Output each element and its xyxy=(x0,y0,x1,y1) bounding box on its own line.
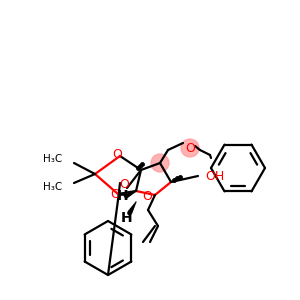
Text: H: H xyxy=(117,189,129,203)
Text: O: O xyxy=(142,190,152,203)
Circle shape xyxy=(181,139,199,157)
Text: O: O xyxy=(110,188,120,202)
Text: H₃C: H₃C xyxy=(43,154,62,164)
Circle shape xyxy=(151,154,169,172)
Text: OH: OH xyxy=(205,169,224,182)
Text: O: O xyxy=(119,178,129,191)
Text: O: O xyxy=(185,142,195,154)
Text: O: O xyxy=(112,148,122,161)
Polygon shape xyxy=(124,191,136,199)
Text: H₃C: H₃C xyxy=(43,182,62,192)
Text: H: H xyxy=(121,211,133,225)
